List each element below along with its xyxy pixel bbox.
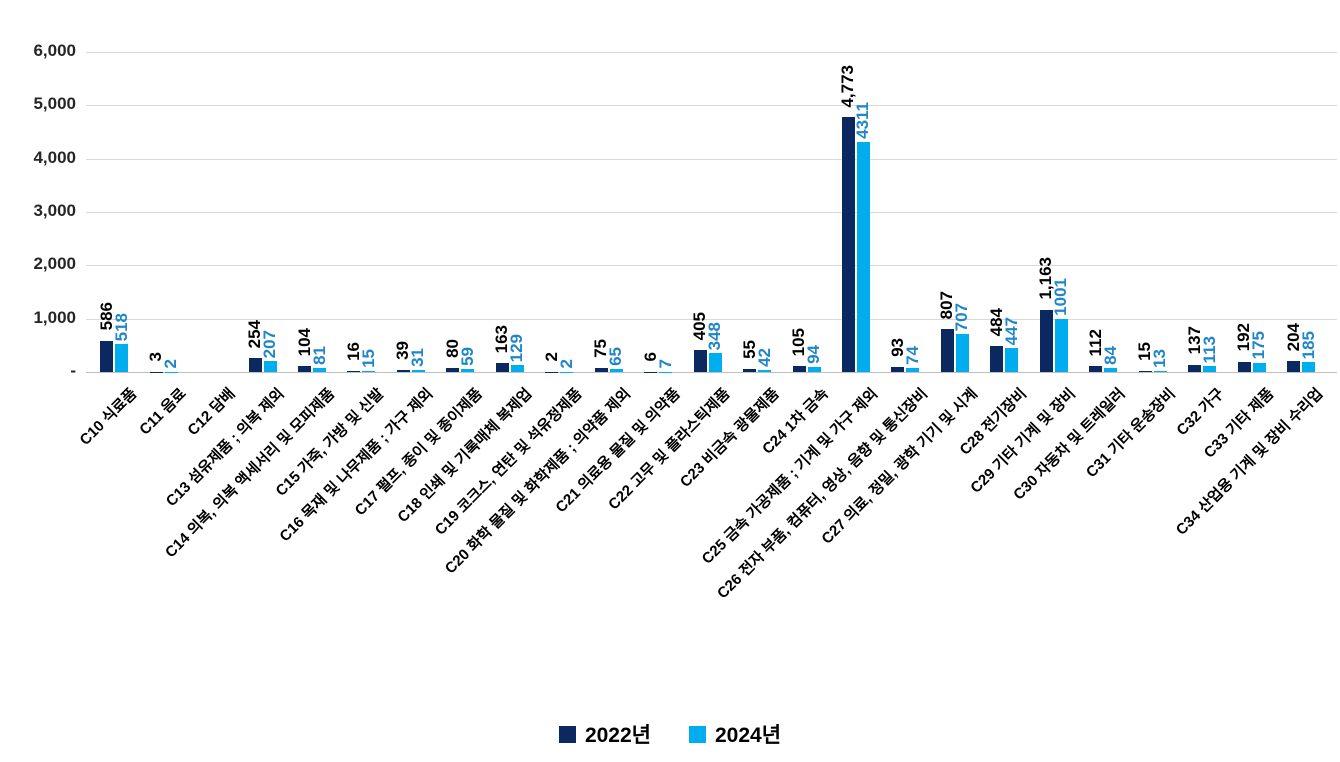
bar-2024년-C26 bbox=[906, 368, 920, 372]
value-label: 113 bbox=[1199, 335, 1219, 363]
x-axis-line bbox=[86, 372, 1337, 373]
bar-2022년-C10 bbox=[100, 340, 114, 372]
bar-2024년-C31 bbox=[1153, 371, 1167, 372]
value-label: 348 bbox=[705, 322, 725, 351]
bar-2022년-C18 bbox=[495, 363, 509, 372]
y-axis-tick-label: 4,000 bbox=[33, 147, 76, 167]
bar-2024년-C34 bbox=[1302, 362, 1316, 372]
gridline bbox=[86, 105, 1337, 107]
value-label: 42 bbox=[754, 347, 774, 367]
value-label: 129 bbox=[507, 333, 527, 363]
gridline bbox=[86, 318, 1337, 320]
value-label: 2 bbox=[161, 359, 181, 369]
bar-2024년-C27 bbox=[955, 334, 969, 372]
bar-2022년-C17 bbox=[446, 367, 460, 372]
value-label: 1001 bbox=[1051, 277, 1071, 316]
bar-2024년-C13 bbox=[263, 360, 277, 372]
legend-item-2022년: 2022년 bbox=[558, 719, 651, 749]
legend-item-2024년: 2024년 bbox=[689, 719, 781, 749]
bar-2022년-C27 bbox=[940, 328, 954, 372]
y-axis-tick-label: - bbox=[70, 361, 76, 380]
gridline bbox=[86, 158, 1337, 160]
bar-2024년-C15 bbox=[362, 371, 376, 372]
y-axis-tick-label: 3,000 bbox=[33, 201, 76, 220]
value-label: 15 bbox=[358, 349, 378, 369]
value-label: 447 bbox=[1001, 316, 1021, 346]
value-label: 94 bbox=[804, 345, 824, 364]
bar-2022년-C30 bbox=[1089, 366, 1103, 372]
value-label: 31 bbox=[408, 348, 428, 368]
value-label: 518 bbox=[111, 313, 131, 342]
value-label: 65 bbox=[606, 346, 626, 366]
value-label: 207 bbox=[260, 329, 280, 358]
gridline bbox=[86, 212, 1337, 213]
value-label: 13 bbox=[1150, 349, 1170, 369]
category-label: C31 기타 운송장비 bbox=[1082, 385, 1179, 482]
bar-2024년-C23 bbox=[758, 369, 772, 372]
bar-2024년-C20 bbox=[609, 368, 623, 372]
value-label: 2 bbox=[556, 359, 576, 369]
bar-2022년-C20 bbox=[594, 368, 608, 372]
value-label: 4311 bbox=[853, 102, 873, 140]
legend-label: 2024년 bbox=[715, 724, 782, 747]
bar-2024년-C29 bbox=[1054, 318, 1068, 372]
bar-2022년-C24 bbox=[792, 366, 806, 372]
category-label: C10 식료품 bbox=[76, 385, 140, 449]
bar-2022년-C13 bbox=[248, 358, 262, 372]
y-axis-tick-label: 1,000 bbox=[33, 307, 76, 327]
bar-2024년-C22 bbox=[708, 353, 722, 372]
bar-2022년-C23 bbox=[743, 369, 757, 372]
gridline bbox=[86, 265, 1337, 267]
bar-2022년-C33 bbox=[1237, 361, 1251, 372]
value-label: 707 bbox=[952, 302, 972, 332]
y-axis-tick-label: 6,000 bbox=[33, 41, 76, 60]
bar-2024년-C10 bbox=[115, 344, 129, 372]
bar-2024년-C14 bbox=[313, 367, 327, 372]
value-label: 59 bbox=[457, 346, 477, 366]
bar-2022년-C16 bbox=[396, 369, 410, 372]
bar-2024년-C28 bbox=[1005, 348, 1019, 372]
value-label: 84 bbox=[1100, 345, 1120, 365]
bar-2024년-C25 bbox=[856, 142, 870, 372]
bar-2022년-C28 bbox=[990, 346, 1004, 372]
bar-2022년-C34 bbox=[1287, 361, 1301, 372]
bar-2022년-C22 bbox=[693, 350, 707, 372]
legend: 2022년 2024년 bbox=[0, 719, 1340, 749]
bar-2022년-C29 bbox=[1039, 309, 1053, 372]
category-label: C11 음료 bbox=[135, 385, 190, 439]
bar-2024년-C30 bbox=[1104, 367, 1118, 372]
bar-2022년-C32 bbox=[1188, 364, 1202, 372]
bar-2022년-C31 bbox=[1138, 371, 1152, 372]
legend-swatch-2022년 bbox=[558, 725, 576, 743]
bar-2022년-C26 bbox=[891, 367, 905, 372]
y-axis-tick-label: 5,000 bbox=[33, 94, 76, 114]
bar-2022년-C25 bbox=[841, 117, 855, 372]
value-label: 175 bbox=[1249, 331, 1269, 360]
bar-2024년-C24 bbox=[807, 367, 821, 372]
gridline bbox=[86, 52, 1337, 53]
bar-2024년-C32 bbox=[1203, 365, 1217, 372]
legend-label: 2022년 bbox=[584, 724, 651, 747]
y-axis-tick-label: 2,000 bbox=[33, 254, 76, 274]
bar-2024년-C16 bbox=[411, 370, 425, 372]
value-label: 81 bbox=[309, 345, 329, 365]
bar-2022년-C15 bbox=[347, 371, 361, 372]
bar-2024년-C18 bbox=[510, 365, 524, 372]
value-label: 185 bbox=[1298, 330, 1318, 360]
value-label: 7 bbox=[655, 359, 675, 369]
value-label: 74 bbox=[902, 346, 922, 366]
bar-2024년-C33 bbox=[1252, 362, 1266, 372]
bar-2024년-C17 bbox=[461, 368, 475, 372]
legend-swatch-2024년 bbox=[689, 725, 706, 743]
bar-2022년-C14 bbox=[298, 366, 312, 372]
